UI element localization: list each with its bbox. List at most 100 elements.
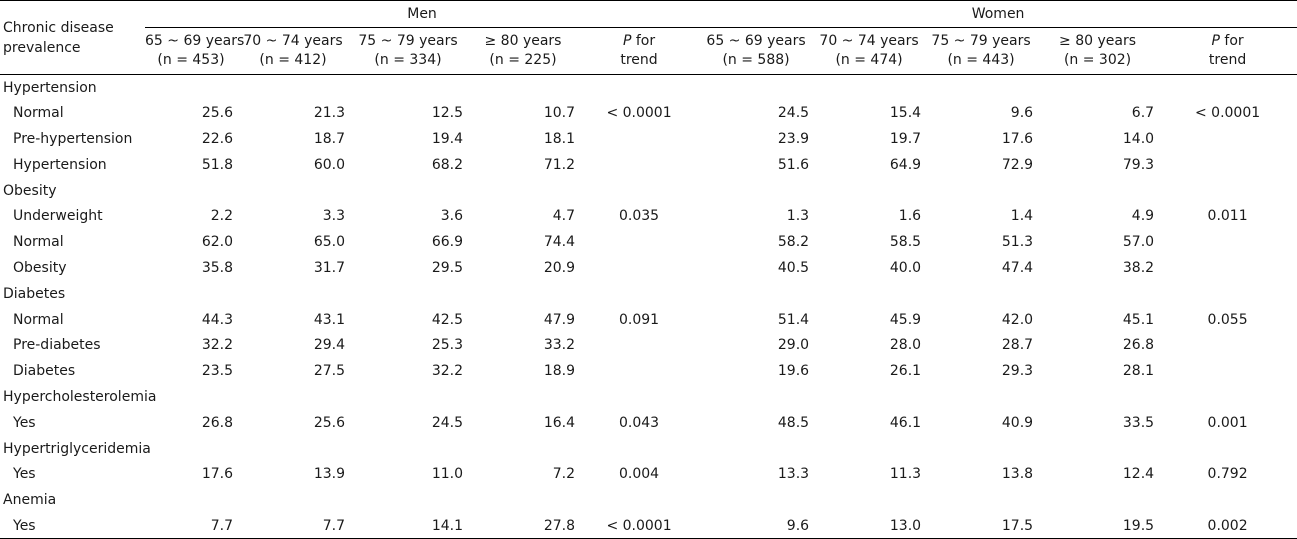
empty-cell — [145, 178, 237, 204]
value-cell: 21.3 — [313, 105, 345, 122]
empty-cell — [145, 436, 237, 462]
value-cell: 1.4 — [1010, 208, 1034, 225]
empty-cell — [699, 178, 813, 204]
value-cell: 7.7 — [145, 513, 237, 539]
value-cell: 33.2 — [543, 337, 575, 354]
value-cell: 4.9 — [1131, 208, 1155, 225]
section-label: Hypertension — [3, 79, 97, 96]
value-cell: 15.4 — [889, 105, 922, 122]
empty-cell — [1037, 436, 1158, 462]
value-cell: 28.7 — [1001, 337, 1034, 354]
value-cell: 17.5 — [925, 513, 1038, 539]
column-header: ≥ 80 years (n = 302) — [1037, 27, 1159, 75]
p-value-cell — [579, 152, 699, 178]
value-cell: 25.6 — [201, 105, 233, 122]
value-cell: 40.9 — [1001, 414, 1034, 431]
row-label: Normal — [13, 311, 64, 328]
value-cell: 58.5 — [889, 234, 922, 251]
value-cell: 43.1 — [313, 311, 345, 328]
empty-cell — [1037, 178, 1158, 204]
p-value-cell: 0.055 — [1207, 311, 1248, 328]
value-cell: 23.9 — [777, 130, 810, 147]
value-cell: 32.2 — [201, 337, 233, 354]
empty-cell — [925, 281, 1037, 307]
empty-cell — [925, 178, 1037, 204]
value-cell: 27.8 — [467, 513, 579, 539]
value-cell: 25.3 — [431, 337, 463, 354]
empty-cell — [699, 281, 813, 307]
value-cell: 3.3 — [322, 208, 345, 225]
section-label: Anemia — [3, 492, 57, 509]
empty-cell — [145, 281, 237, 307]
empty-cell — [1037, 487, 1158, 513]
group-header-women: Women — [699, 0, 1297, 28]
value-cell: 13.8 — [1001, 466, 1034, 483]
p-trend-header: P for trend — [579, 27, 700, 75]
value-cell: 18.1 — [543, 130, 575, 147]
value-cell: 66.9 — [431, 234, 463, 251]
column-header: 75 ~ 79 years (n = 334) — [349, 27, 467, 75]
table-row: Yes 7.7 7.7 14.1 27.8 < 0.0001 9.6 13.0 17.5 19.5… — [0, 513, 1297, 539]
corner-header: Chronic disease prevalence — [0, 0, 145, 75]
value-cell: 51.6 — [777, 156, 810, 173]
value-cell: 9.6 — [1010, 105, 1034, 122]
value-cell: 16.4 — [543, 414, 575, 431]
value-cell: 12.4 — [1122, 466, 1155, 483]
empty-cell — [145, 75, 237, 101]
p-value-cell — [579, 229, 699, 255]
section-label: Diabetes — [3, 285, 66, 302]
value-cell: 26.8 — [1122, 337, 1155, 354]
empty-cell — [813, 281, 925, 307]
empty-cell — [579, 436, 699, 462]
empty-cell — [813, 75, 925, 101]
row-label: Obesity — [13, 259, 67, 276]
p-value-cell — [579, 358, 699, 384]
p-value-cell: 0.001 — [1207, 414, 1248, 431]
table-row: Diabetes 23.5 27.5 32.2 18.9 19.6 26.1 29.3 28.1 — [0, 358, 1297, 384]
value-cell: 23.5 — [201, 363, 233, 380]
column-header: 70 ~ 74 years (n = 412) — [237, 27, 349, 75]
empty-cell — [467, 75, 579, 101]
empty-cell — [1158, 487, 1297, 513]
value-cell: 12.5 — [431, 105, 463, 122]
value-cell: 62.0 — [201, 234, 233, 251]
empty-cell — [1158, 384, 1297, 410]
value-cell: 31.7 — [313, 259, 345, 276]
value-cell: 51.3 — [1001, 234, 1034, 251]
empty-cell — [1158, 436, 1297, 462]
value-cell: 46.1 — [889, 414, 922, 431]
empty-cell — [349, 178, 467, 204]
p-value-cell: 0.043 — [618, 414, 660, 431]
column-header: 65 ~ 69 years (n = 588) — [699, 27, 814, 75]
section-label: Hypercholesterolemia — [3, 388, 157, 405]
empty-cell — [579, 384, 699, 410]
value-cell: 64.9 — [889, 156, 922, 173]
p-value-cell — [1158, 358, 1297, 384]
p-value-cell — [579, 126, 699, 152]
value-cell: 45.9 — [889, 311, 922, 328]
value-cell: 71.2 — [543, 156, 575, 173]
value-cell: 13.0 — [813, 513, 926, 539]
empty-cell — [145, 384, 237, 410]
value-cell: 24.5 — [777, 105, 810, 122]
group-header-men: Men — [145, 0, 700, 28]
value-cell: 11.0 — [431, 466, 463, 483]
section-row: Anemia — [0, 487, 1297, 513]
section-label: Obesity — [3, 182, 57, 199]
empty-cell — [349, 384, 467, 410]
p-value-cell — [1158, 126, 1297, 152]
empty-cell — [699, 384, 813, 410]
section-row: Hypertriglyceridemia — [0, 436, 1297, 462]
value-cell: 29.5 — [431, 259, 463, 276]
empty-cell — [813, 487, 925, 513]
empty-cell — [349, 281, 467, 307]
value-cell: 42.0 — [1001, 311, 1034, 328]
value-cell: 1.3 — [786, 208, 810, 225]
row-label: Underweight — [13, 208, 103, 225]
empty-cell — [237, 436, 349, 462]
value-cell: 51.8 — [201, 156, 233, 173]
value-cell: 32.2 — [431, 363, 463, 380]
value-cell: 14.1 — [349, 513, 467, 539]
empty-cell — [467, 487, 579, 513]
row-label: Yes — [0, 513, 145, 539]
